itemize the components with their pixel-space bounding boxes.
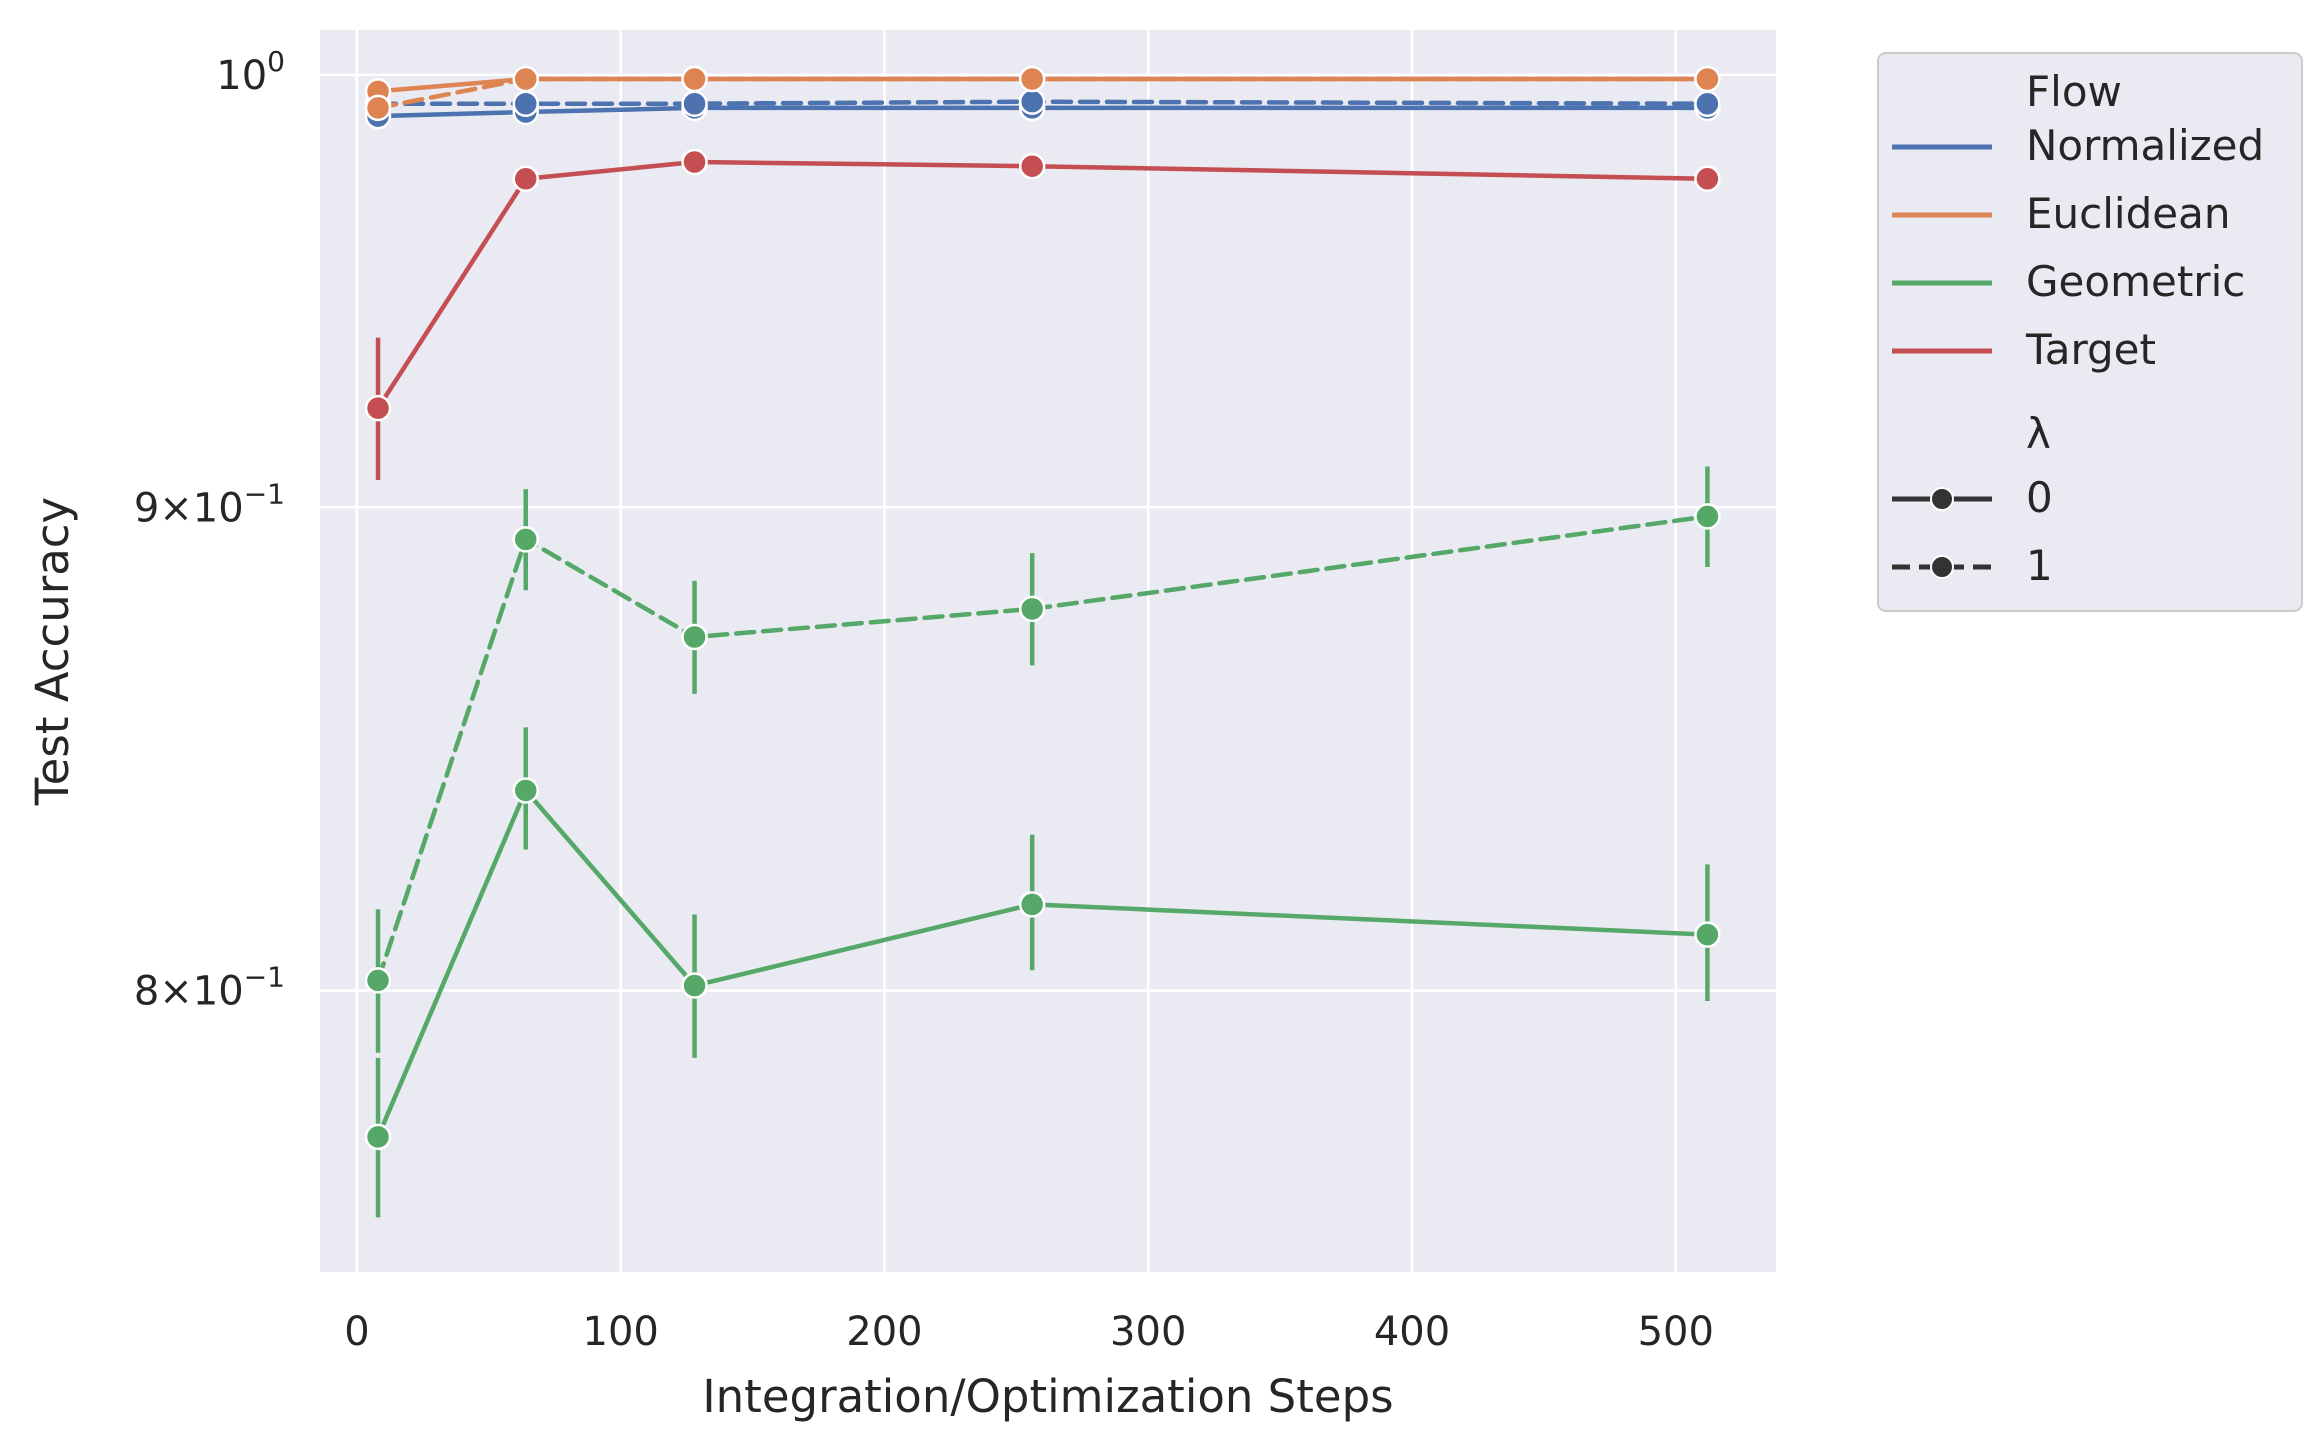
y-tick-labels: 100 9×10−1 8×10−1 <box>134 45 285 1015</box>
data-point <box>1018 65 1046 93</box>
x-tick-labels: 0 100 200 300 400 500 <box>344 1309 1714 1355</box>
legend-style-marker <box>1930 487 1954 511</box>
data-point <box>681 148 708 176</box>
data-point <box>512 90 539 117</box>
data-point <box>512 526 539 553</box>
data-point <box>1694 503 1721 530</box>
series-line-euclidean-lambda-1 <box>375 76 1710 111</box>
data-point <box>681 65 708 93</box>
data-point <box>364 394 392 422</box>
legend: Flow NormalizedEuclideanGeometricTarget … <box>1877 52 2303 612</box>
data-point <box>1018 891 1046 918</box>
legend-label-normalized: Normalized <box>2026 121 2264 170</box>
data-point <box>512 65 539 93</box>
legend-label-target: Target <box>2025 325 2156 374</box>
data-point <box>1694 90 1721 117</box>
data-point <box>364 967 392 994</box>
y-tick-label: 8×10−1 <box>134 961 285 1015</box>
x-tick-label: 400 <box>1374 1309 1450 1355</box>
data-point <box>1694 165 1721 193</box>
data-point <box>681 623 708 651</box>
legend-label-geometric: Geometric <box>2026 257 2245 306</box>
legend-frame <box>1877 52 2303 612</box>
x-tick-label: 100 <box>583 1309 659 1355</box>
data-point <box>681 972 708 999</box>
data-point <box>1018 88 1046 115</box>
legend-hue-title: Flow <box>2026 67 2122 116</box>
data-point <box>1018 152 1046 180</box>
y-tick-label: 9×10−1 <box>134 477 285 531</box>
y-tick-label: 100 <box>216 45 285 99</box>
legend-style-marker <box>1930 555 1954 579</box>
x-tick-label: 500 <box>1638 1309 1714 1355</box>
data-point <box>1694 921 1721 948</box>
legend-style-label: 1 <box>2026 541 2053 590</box>
x-tick-label: 0 <box>344 1309 369 1355</box>
legend-style-title: λ <box>2026 409 2051 458</box>
legend-style-label: 0 <box>2026 473 2053 522</box>
grid-lines <box>320 30 1776 1272</box>
x-axis-title: Integration/Optimization Steps <box>702 1370 1393 1423</box>
y-axis-title: Test Accuracy <box>26 497 79 806</box>
data-point <box>364 1123 392 1151</box>
data-point <box>364 94 392 122</box>
data-point <box>681 90 708 117</box>
data-point <box>512 777 539 804</box>
series-markers <box>364 65 1721 1151</box>
plot-area <box>320 30 1776 1272</box>
x-tick-label: 300 <box>1110 1309 1186 1355</box>
data-point <box>1018 595 1046 623</box>
data-point <box>1694 65 1721 93</box>
data-point <box>512 165 539 193</box>
x-tick-label: 200 <box>846 1309 922 1355</box>
legend-label-euclidean: Euclidean <box>2026 189 2230 238</box>
